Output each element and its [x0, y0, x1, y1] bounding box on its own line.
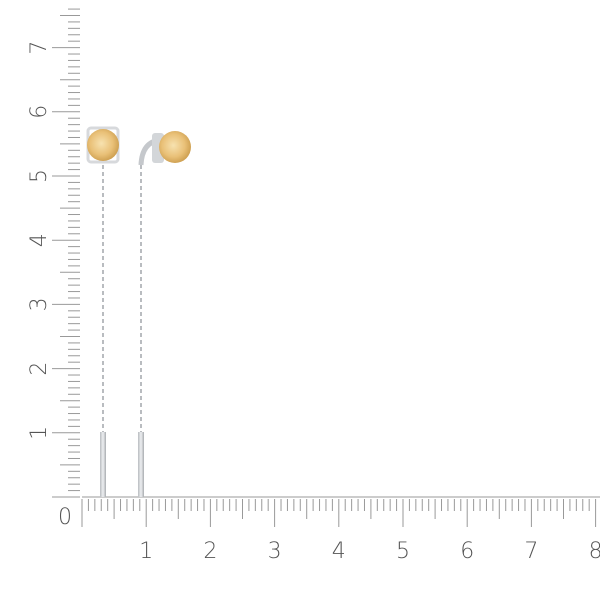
y-ruler-label: 3 — [27, 297, 52, 311]
y-ruler-label: 7 — [27, 41, 52, 55]
right-earring-bar — [138, 432, 144, 497]
x-ruler-label: 8 — [589, 539, 600, 564]
x-ruler-label: 1 — [139, 539, 153, 564]
x-ruler-label: 7 — [524, 539, 538, 564]
left-earring-bar — [100, 432, 106, 497]
right-earring-stone — [159, 131, 191, 163]
y-ruler-label: 2 — [27, 362, 52, 376]
vertical-ruler — [52, 8, 80, 498]
x-ruler-label: 6 — [460, 539, 474, 564]
x-ruler-label: 5 — [396, 539, 410, 564]
y-ruler-label: 5 — [27, 169, 52, 183]
left-earring-stone — [87, 129, 119, 161]
x-ruler-label: 2 — [203, 539, 217, 564]
x-ruler-label: 3 — [268, 539, 282, 564]
ruler: 0 1 2 3 4 5 6 7 8 1 2 3 4 5 6 7 — [27, 8, 600, 564]
left-earring — [86, 126, 120, 497]
origin-label: 0 — [58, 505, 72, 530]
y-ruler-label: 1 — [27, 426, 52, 440]
x-ruler-label: 4 — [332, 539, 346, 564]
horizontal-ruler — [81, 496, 600, 527]
right-earring — [138, 131, 191, 497]
y-ruler-label: 6 — [27, 105, 52, 119]
y-ruler-label: 4 — [27, 233, 52, 247]
